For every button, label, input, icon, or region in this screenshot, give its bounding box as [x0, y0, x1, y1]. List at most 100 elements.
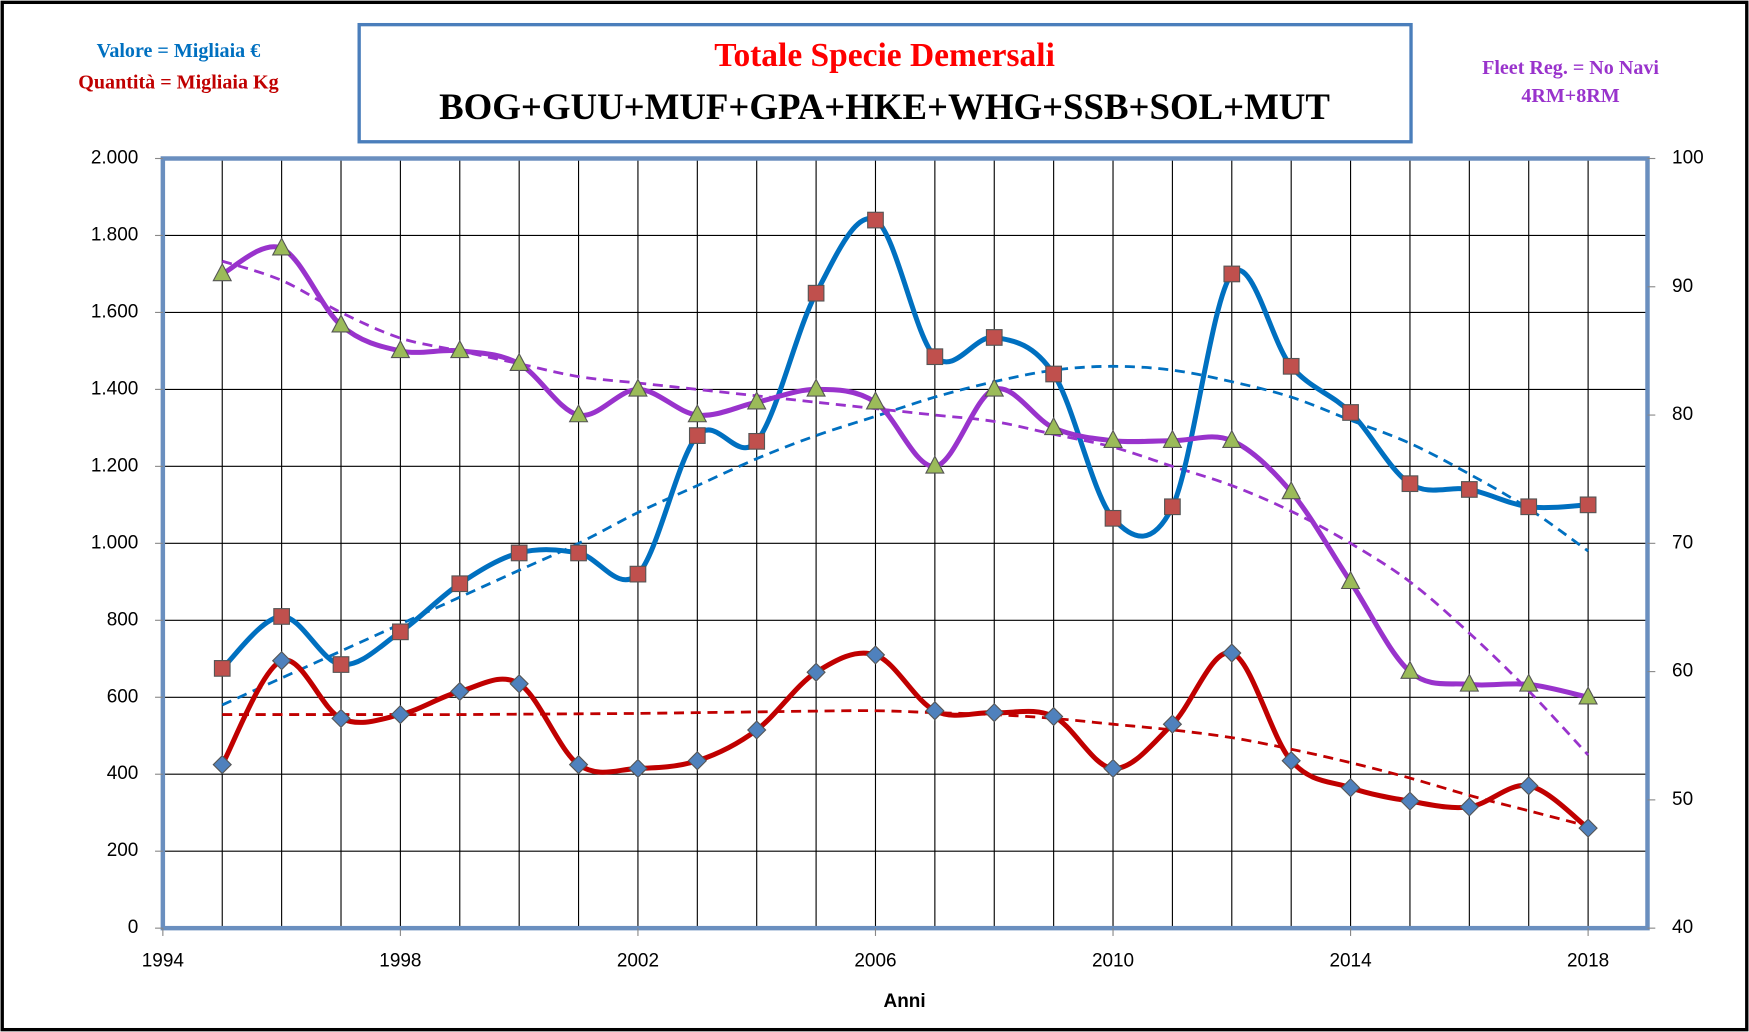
- marker: [984, 378, 1005, 397]
- marker: [273, 608, 290, 625]
- marker: [271, 237, 292, 256]
- marker: [629, 565, 647, 583]
- marker: [1459, 797, 1480, 817]
- marker: [1340, 777, 1361, 798]
- annotation: Fleet Reg. = No Navi: [1482, 57, 1659, 79]
- y2-tick-label: 40: [1672, 917, 1693, 938]
- marker: [568, 403, 589, 423]
- trend-line: [221, 364, 1589, 707]
- chart-subtitle: BOG+GUU+MUF+GPA+HKE+WHG+SSB+SOL+MUT: [439, 86, 1330, 127]
- marker: [1282, 357, 1300, 375]
- marker: [746, 391, 767, 410]
- marker: [925, 701, 945, 721]
- marker: [1518, 673, 1539, 692]
- marker: [806, 662, 826, 682]
- marker: [926, 348, 944, 366]
- marker: [332, 656, 350, 673]
- marker: [570, 544, 587, 562]
- marker: [212, 262, 233, 282]
- marker: [1104, 509, 1122, 527]
- marker: [568, 754, 589, 775]
- y2-tick-label: 100: [1672, 148, 1704, 169]
- marker: [1223, 265, 1241, 283]
- marker: [1043, 706, 1064, 727]
- marker: [867, 211, 884, 229]
- annotation: Quantità = Migliaia Kg: [78, 71, 278, 93]
- title-box: [357, 22, 1413, 144]
- y2-tick-label: 90: [1672, 276, 1693, 297]
- marker: [1164, 498, 1181, 516]
- x-tick-label: 1998: [379, 951, 421, 972]
- marker: [1579, 496, 1597, 514]
- marker: [984, 702, 1004, 723]
- y-tick-label: 1.600: [91, 301, 138, 322]
- y-tick-label: 1.800: [91, 224, 138, 245]
- marker: [510, 544, 528, 562]
- marker: [1103, 758, 1123, 779]
- y-tick-label: 1.000: [91, 532, 138, 553]
- marker: [1045, 365, 1063, 383]
- y-tick-label: 2.000: [91, 148, 138, 169]
- marker: [865, 391, 886, 410]
- chart-title: Totale Specie Demersali: [714, 37, 1055, 74]
- x-axis-label: Anni: [884, 991, 926, 1012]
- x-tick-label: 2002: [617, 951, 659, 972]
- marker: [213, 660, 231, 677]
- marker: [1162, 714, 1183, 734]
- marker: [1520, 498, 1538, 516]
- marker: [1222, 643, 1242, 663]
- marker: [1401, 475, 1419, 493]
- marker: [390, 339, 411, 359]
- marker: [687, 751, 708, 771]
- marker: [1342, 404, 1359, 421]
- marker: [688, 427, 706, 444]
- marker: [392, 623, 409, 641]
- marker: [1281, 751, 1301, 771]
- x-tick-label: 2006: [854, 951, 896, 972]
- y-tick-label: 1.400: [91, 378, 138, 399]
- y-tick-label: 600: [107, 686, 139, 707]
- x-tick-label: 2010: [1092, 951, 1134, 972]
- marker: [331, 314, 351, 333]
- marker: [925, 455, 945, 474]
- annotation: 4RM+8RM: [1521, 85, 1619, 107]
- marker: [449, 339, 470, 359]
- marker: [509, 674, 529, 694]
- marker: [806, 378, 826, 397]
- marker: [390, 704, 411, 725]
- marker: [1460, 481, 1478, 498]
- x-tick-label: 1994: [142, 951, 184, 972]
- marker: [1340, 570, 1361, 590]
- y2-tick-label: 60: [1672, 661, 1693, 682]
- marker: [985, 329, 1003, 346]
- marker: [212, 754, 232, 775]
- y2-tick-label: 80: [1672, 404, 1693, 425]
- marker: [1578, 686, 1598, 705]
- marker: [1103, 429, 1123, 448]
- x-tick-label: 2014: [1329, 951, 1371, 972]
- marker: [1459, 673, 1480, 692]
- marker: [1578, 818, 1598, 838]
- marker: [1043, 416, 1064, 436]
- y-tick-label: 800: [107, 609, 139, 630]
- y-tick-label: 200: [107, 840, 139, 861]
- marker: [271, 650, 292, 671]
- marker: [509, 352, 530, 371]
- trend-line: [221, 259, 1590, 756]
- marker: [1281, 480, 1302, 500]
- x-tick-label: 2018: [1567, 951, 1609, 972]
- y-tick-label: 400: [107, 763, 139, 784]
- marker: [1221, 429, 1242, 448]
- marker: [1162, 429, 1183, 448]
- marker: [628, 378, 648, 397]
- y2-tick-label: 50: [1672, 789, 1693, 810]
- marker: [1400, 791, 1420, 811]
- y2-tick-label: 70: [1672, 532, 1693, 553]
- marker: [746, 720, 767, 740]
- y-tick-label: 0: [128, 917, 139, 938]
- marker: [628, 758, 648, 779]
- marker: [807, 284, 825, 302]
- marker: [687, 403, 708, 423]
